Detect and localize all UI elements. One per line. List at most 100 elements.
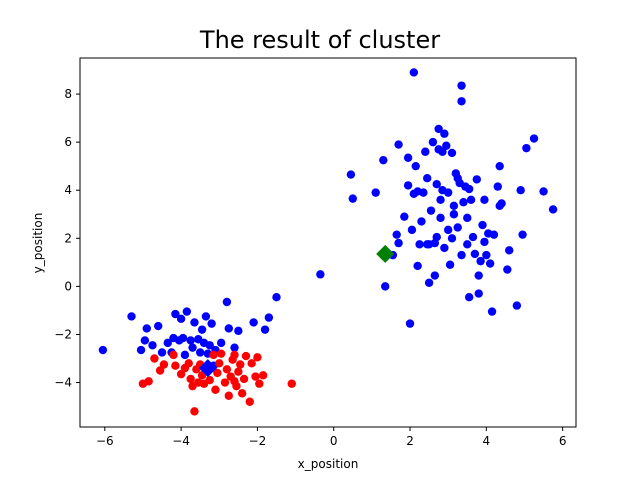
data-point-series-2	[169, 350, 178, 360]
data-point-series-1	[205, 341, 214, 350]
data-point-series-1	[171, 309, 180, 319]
data-point-series-1	[409, 68, 419, 77]
data-point-series-1	[466, 195, 476, 205]
data-point-series-1	[423, 173, 432, 183]
data-point-series-1	[182, 307, 192, 316]
data-point-series-2	[236, 360, 245, 369]
x-axis: −6 −4 −2 0 2 4 6	[96, 427, 567, 448]
y-tick-label: 2	[64, 231, 72, 245]
x-tick-label: 6	[559, 434, 567, 448]
data-point-series-1	[485, 259, 495, 268]
data-point-series-1	[457, 97, 466, 106]
data-point-series-1	[224, 324, 233, 333]
data-point-series-2	[211, 385, 220, 394]
data-point-series-1	[176, 314, 186, 324]
data-point-series-1	[445, 260, 455, 269]
data-point-series-2	[186, 374, 195, 384]
data-point-series-1	[438, 147, 447, 156]
data-point-series-1	[442, 141, 451, 150]
data-point-series-1	[434, 124, 443, 134]
data-point-series-1	[495, 161, 504, 171]
y-axis: −4 −2 0 2 4 6 8	[54, 87, 80, 390]
data-point-series-1	[188, 343, 197, 352]
data-point-series-1	[197, 325, 207, 334]
data-point-series-1	[463, 240, 472, 249]
data-point-series-1	[127, 312, 136, 321]
y-tick-label: 0	[64, 279, 72, 293]
data-point-series-1	[249, 318, 258, 327]
data-point-series-1	[447, 148, 457, 158]
data-point-series-1	[487, 307, 497, 316]
data-point-series-1	[222, 297, 232, 307]
y-tick-label: 4	[64, 183, 72, 197]
data-point-series-1	[493, 182, 502, 191]
plot-frame	[79, 57, 577, 428]
data-point-series-1	[474, 271, 483, 280]
data-point-series-1	[453, 173, 462, 183]
data-point-series-1	[457, 250, 466, 260]
centroid-marker-1	[376, 244, 395, 263]
data-point-series-1	[468, 232, 478, 242]
y-tick-label: −4	[54, 376, 72, 390]
centroid-marker-2	[198, 359, 217, 378]
data-point-series-1	[426, 206, 436, 215]
data-point-series-1	[216, 338, 226, 348]
data-point-series-2	[150, 354, 159, 363]
data-point-series-1	[505, 246, 514, 255]
data-point-series-1	[234, 326, 243, 336]
data-point-series-2	[251, 372, 260, 381]
data-point-series-2	[184, 359, 193, 368]
x-tick-label: 2	[406, 434, 414, 448]
x-tick-label: 4	[483, 434, 491, 448]
data-point-series-1	[522, 143, 531, 153]
data-point-series-2	[239, 374, 249, 384]
data-point-series-2	[215, 359, 224, 368]
data-point-series-1	[379, 155, 388, 165]
y-axis-label: y_position	[31, 213, 45, 274]
data-point-series-1	[148, 341, 157, 350]
data-point-series-1	[157, 348, 167, 357]
data-point-series-1	[348, 194, 357, 203]
y-tick-label: 8	[64, 87, 72, 101]
data-point-series-1	[407, 225, 417, 235]
data-point-series-1	[178, 333, 188, 343]
y-tick-label: −2	[54, 327, 72, 341]
data-point-series-1	[489, 230, 499, 239]
plot-area	[98, 68, 558, 416]
data-point-series-1	[449, 210, 459, 219]
data-point-series-1	[400, 212, 409, 221]
data-point-series-1	[403, 181, 413, 190]
data-point-series-2	[230, 377, 239, 386]
data-point-series-2	[159, 360, 169, 369]
x-tick-label: −2	[249, 434, 267, 448]
data-point-series-1	[403, 153, 413, 162]
data-point-series-2	[155, 366, 165, 375]
data-point-series-1	[428, 137, 438, 147]
data-point-series-1	[512, 301, 522, 310]
data-point-series-1	[436, 195, 445, 205]
data-point-series-1	[474, 289, 483, 298]
data-point-series-2	[287, 379, 296, 388]
data-point-series-2	[144, 377, 153, 386]
data-point-series-2	[213, 368, 222, 378]
data-point-series-1	[423, 240, 432, 249]
data-point-series-1	[430, 271, 440, 280]
data-point-series-2	[258, 371, 268, 380]
data-point-series-1	[405, 319, 415, 328]
data-point-series-2	[190, 407, 199, 416]
data-point-series-2	[216, 349, 226, 358]
data-point-series-2	[234, 367, 243, 376]
data-point-series-2	[230, 350, 239, 360]
data-point-series-1	[453, 223, 462, 232]
data-point-series-1	[142, 324, 151, 333]
chart-title: The result of cluster	[199, 26, 440, 54]
data-point-series-2	[237, 389, 247, 398]
data-point-series-1	[154, 321, 163, 331]
data-point-series-1	[548, 205, 558, 214]
data-point-series-1	[480, 195, 489, 205]
data-point-series-1	[316, 270, 325, 279]
x-tick-label: 0	[330, 434, 338, 448]
data-point-series-1	[529, 134, 539, 143]
data-point-series-1	[516, 186, 525, 195]
data-point-series-1	[394, 140, 403, 149]
